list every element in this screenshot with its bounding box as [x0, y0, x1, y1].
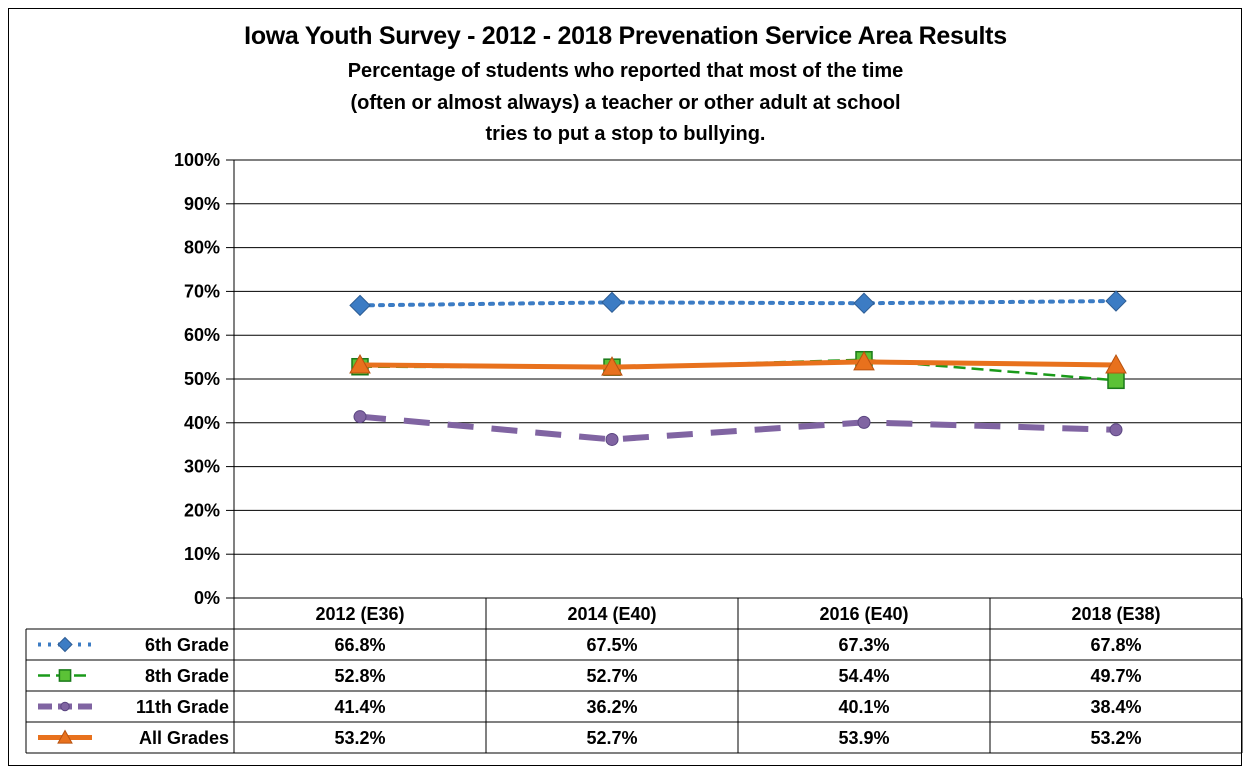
legend-key-marker-6th-grade — [57, 636, 73, 653]
table-value-8th-grade: 49.7% — [1090, 666, 1141, 686]
series-line-all-grades — [359, 359, 1117, 370]
series-line-6th-grade — [358, 299, 1118, 308]
x-category-label: 2012 (E36) — [315, 604, 404, 624]
table-value-6th-grade: 66.8% — [334, 635, 385, 655]
y-tick-label: 60% — [184, 325, 220, 345]
table-value-all-grades: 53.2% — [334, 728, 385, 748]
y-tick-label: 50% — [184, 369, 220, 389]
data-point-6th-grade — [1105, 290, 1127, 312]
legend-label-all-grades: All Grades — [139, 728, 229, 748]
table-value-all-grades: 53.2% — [1090, 728, 1141, 748]
table-value-11th-grade: 36.2% — [586, 697, 637, 717]
table-value-6th-grade: 67.3% — [838, 635, 889, 655]
y-tick-label: 30% — [184, 457, 220, 477]
table-value-6th-grade: 67.5% — [586, 635, 637, 655]
data-point-8th-grade — [1107, 371, 1125, 390]
data-point-6th-grade — [349, 294, 371, 317]
data-point-11th-grade — [605, 432, 619, 446]
y-tick-label: 20% — [184, 500, 220, 520]
data-point-all-grades — [601, 356, 623, 376]
y-tick-label: 40% — [184, 413, 220, 433]
data-point-all-grades — [853, 350, 875, 371]
data-point-11th-grade — [857, 415, 871, 429]
chart-subtitle-line-1: Percentage of students who reported that… — [347, 60, 904, 82]
table-value-8th-grade: 52.7% — [586, 666, 637, 686]
y-tick-label: 100% — [174, 150, 220, 170]
x-category-label: 2014 (E40) — [567, 604, 656, 624]
x-category-label: 2016 (E40) — [819, 604, 908, 624]
legend-key-marker-all-grades — [57, 729, 73, 744]
table-value-all-grades: 53.9% — [838, 728, 889, 748]
legend-label-6th-grade: 6th Grade — [145, 635, 229, 655]
table-value-8th-grade: 52.8% — [334, 666, 385, 686]
y-tick-label: 80% — [184, 238, 220, 258]
legend-key-marker-11th-grade — [60, 701, 70, 712]
legend-label-11th-grade: 11th Grade — [136, 697, 229, 717]
data-point-6th-grade — [853, 292, 875, 314]
data-point-11th-grade — [353, 410, 367, 424]
y-tick-label: 10% — [184, 544, 220, 564]
y-tick-label: 70% — [184, 281, 220, 301]
y-tick-label: 90% — [184, 194, 220, 214]
legend-label-8th-grade: 8th Grade — [145, 666, 229, 686]
table-value-8th-grade: 54.4% — [838, 666, 889, 686]
legend-key-marker-8th-grade — [58, 669, 72, 682]
data-point-11th-grade — [1109, 423, 1123, 437]
data-point-all-grades — [349, 353, 371, 374]
y-tick-label: 0% — [194, 588, 220, 608]
table-value-6th-grade: 67.8% — [1090, 635, 1141, 655]
table-value-11th-grade: 41.4% — [334, 697, 385, 717]
x-category-label: 2018 (E38) — [1071, 604, 1160, 624]
chart-frame — [8, 8, 1242, 766]
data-point-6th-grade — [601, 291, 623, 314]
series-line-11th-grade — [359, 413, 1117, 443]
chart-title: Iowa Youth Survey - 2012 - 2018 Prevenat… — [244, 22, 1007, 50]
table-value-11th-grade: 40.1% — [838, 697, 889, 717]
data-point-all-grades — [1105, 353, 1127, 374]
chart-subtitle-line-2: (often or almost always) a teacher or ot… — [350, 92, 901, 114]
table-value-all-grades: 52.7% — [586, 728, 637, 748]
table-value-11th-grade: 38.4% — [1090, 697, 1141, 717]
chart-subtitle-line-3: tries to put a stop to bullying. — [485, 123, 766, 145]
